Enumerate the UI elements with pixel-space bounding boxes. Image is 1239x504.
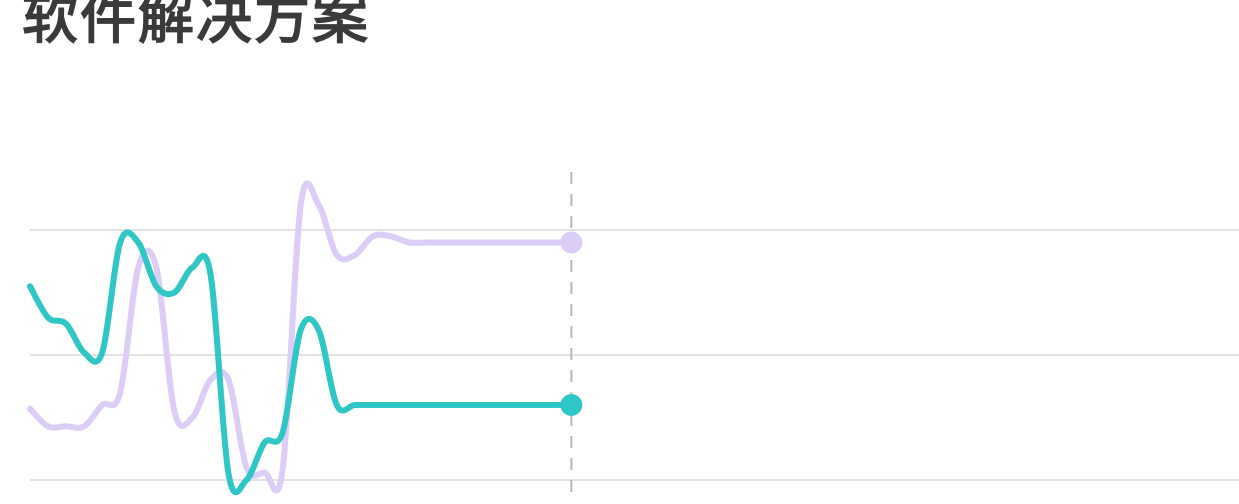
series-layer bbox=[27, 180, 583, 496]
series-line-0 bbox=[27, 180, 575, 494]
series-line-1 bbox=[27, 229, 575, 496]
series-end-point-1[interactable] bbox=[560, 394, 583, 416]
series-1 bbox=[27, 229, 583, 496]
chart-title: 软件解决方案 bbox=[22, 0, 370, 52]
series-0 bbox=[27, 180, 583, 494]
series-end-point-0[interactable] bbox=[560, 231, 583, 254]
